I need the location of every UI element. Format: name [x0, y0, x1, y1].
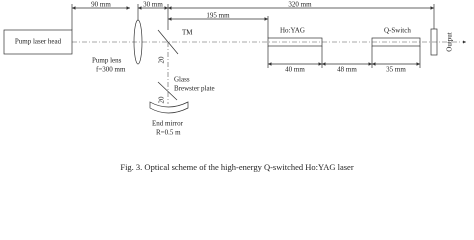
dimension: 90 mm	[91, 1, 111, 9]
angle: 20	[158, 96, 166, 104]
label: f=300 mm	[96, 66, 126, 74]
diagram: Pump laser head Pump lens f=300 mm TM Gl…	[3, 1, 466, 172]
label: End mirror	[152, 120, 184, 128]
label: TM	[182, 29, 193, 37]
layout	[3, 4, 466, 114]
dimension: 320 mm	[288, 1, 312, 9]
label: Pump laser head	[15, 38, 62, 46]
dimension: 48 mm	[337, 66, 357, 74]
dimension: 30 mm	[143, 1, 163, 9]
dimension: 195 mm	[206, 12, 230, 20]
label: Ho:YAG	[280, 27, 305, 35]
dimension: 35 mm	[386, 66, 406, 74]
label: Q-Switch	[384, 27, 411, 35]
angle: 20	[158, 56, 166, 64]
label: Pump lens	[92, 57, 122, 65]
dimension: 40 mm	[285, 66, 305, 74]
label: Output	[446, 32, 454, 52]
label: Brewster plate	[174, 85, 215, 93]
label: R=0.5 m	[156, 129, 181, 137]
label: Glass	[174, 76, 190, 84]
caption: Fig. 3. Optical scheme of the high-energ…	[120, 162, 353, 172]
